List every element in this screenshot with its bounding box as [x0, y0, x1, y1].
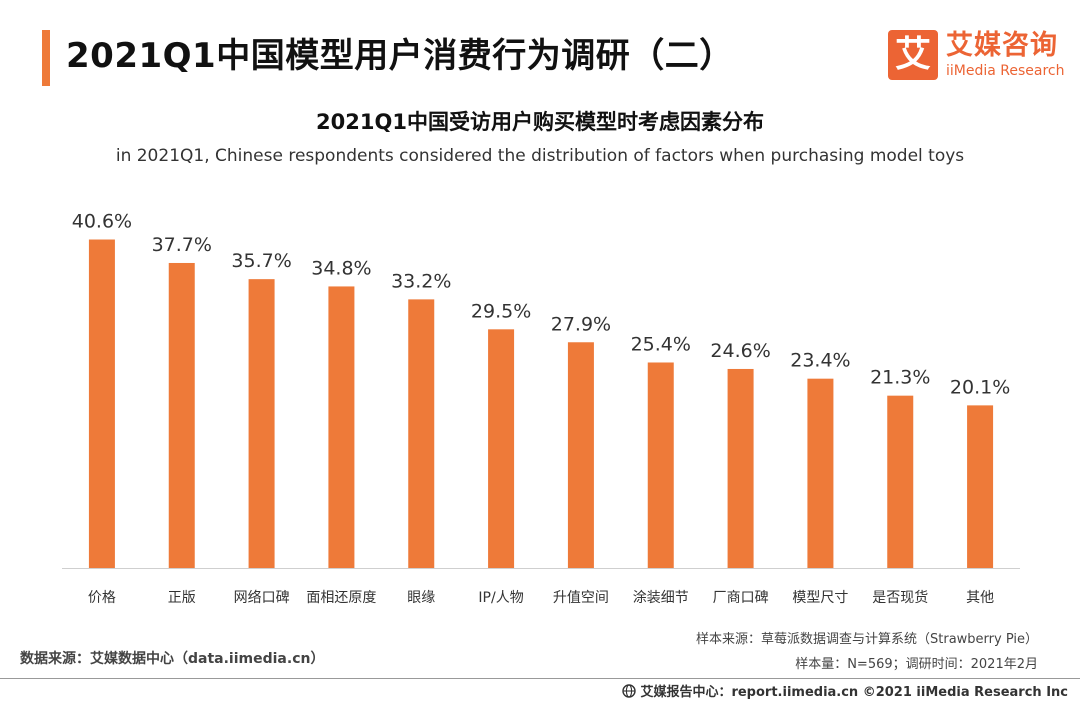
category-label-11: 其他: [966, 590, 994, 606]
title-accent-bar: [42, 30, 50, 86]
data-label-3: 34.8%: [311, 257, 371, 279]
bar-2: [248, 279, 275, 568]
data-label-4: 33.2%: [391, 270, 451, 292]
sample-info: 样本量：N=569；调研时间：2021年2月: [795, 657, 1038, 672]
category-label-7: 涂装细节: [633, 590, 689, 606]
category-label-5: IP/人物: [478, 590, 523, 606]
page-title: 2021Q1中国模型用户消费行为调研（二）: [66, 36, 734, 76]
data-label-5: 29.5%: [471, 300, 531, 322]
bar-3: [328, 286, 355, 568]
bar-8: [727, 368, 754, 568]
data-label-1: 37.7%: [152, 234, 212, 256]
category-label-6: 升值空间: [553, 590, 609, 606]
category-label-3: 面相还原度: [306, 590, 376, 606]
data-label-6: 27.9%: [551, 313, 611, 335]
category-label-9: 模型尺寸: [792, 590, 848, 606]
logo-mark-icon: 艾: [888, 30, 938, 80]
footer-divider: [0, 678, 1080, 679]
iimedia-logo: 艾 艾媒咨询 iiMedia Research: [888, 30, 1068, 82]
bar-11: [967, 405, 994, 568]
data-label-0: 40.6%: [72, 211, 132, 233]
globe-icon: [622, 683, 637, 698]
bar-5: [488, 329, 515, 568]
data-label-11: 20.1%: [950, 376, 1010, 398]
footer-text: 艾媒报告中心：report.iimedia.cn ©2021 iiMedia R…: [640, 685, 1068, 700]
footer: 艾媒报告中心：report.iimedia.cn ©2021 iiMedia R…: [622, 681, 1068, 700]
bar-4: [408, 299, 435, 568]
chart-subtitle: in 2021Q1, Chinese respondents considere…: [115, 146, 965, 166]
data-label-7: 25.4%: [631, 333, 691, 355]
data-label-8: 24.6%: [710, 340, 770, 362]
bar-9: [807, 378, 834, 568]
category-label-0: 价格: [88, 590, 116, 606]
data-label-10: 21.3%: [870, 367, 930, 389]
category-label-10: 是否现货: [872, 589, 928, 606]
category-label-2: 网络口碑: [234, 590, 290, 606]
data-label-9: 23.4%: [790, 350, 850, 372]
data-source: 数据来源：艾媒数据中心（data.iimedia.cn）: [20, 651, 325, 667]
bar-1: [168, 262, 195, 568]
bar-0: [88, 239, 115, 568]
sample-source: 样本来源：草莓派数据调查与计算系统（Strawberry Pie）: [696, 632, 1038, 647]
logo-name-en: iiMedia Research: [946, 63, 1065, 79]
bar-10: [887, 395, 914, 568]
bar-7: [647, 362, 674, 568]
chart-title: 2021Q1中国受访用户购买模型时考虑因素分布: [316, 110, 764, 134]
category-label-4: 眼缘: [407, 590, 435, 606]
logo-name-cn: 艾媒咨询: [946, 30, 1058, 61]
bar-6: [567, 342, 594, 568]
data-label-2: 35.7%: [231, 250, 291, 272]
category-label-8: 厂商口碑: [713, 590, 769, 606]
category-label-1: 正版: [168, 590, 196, 606]
